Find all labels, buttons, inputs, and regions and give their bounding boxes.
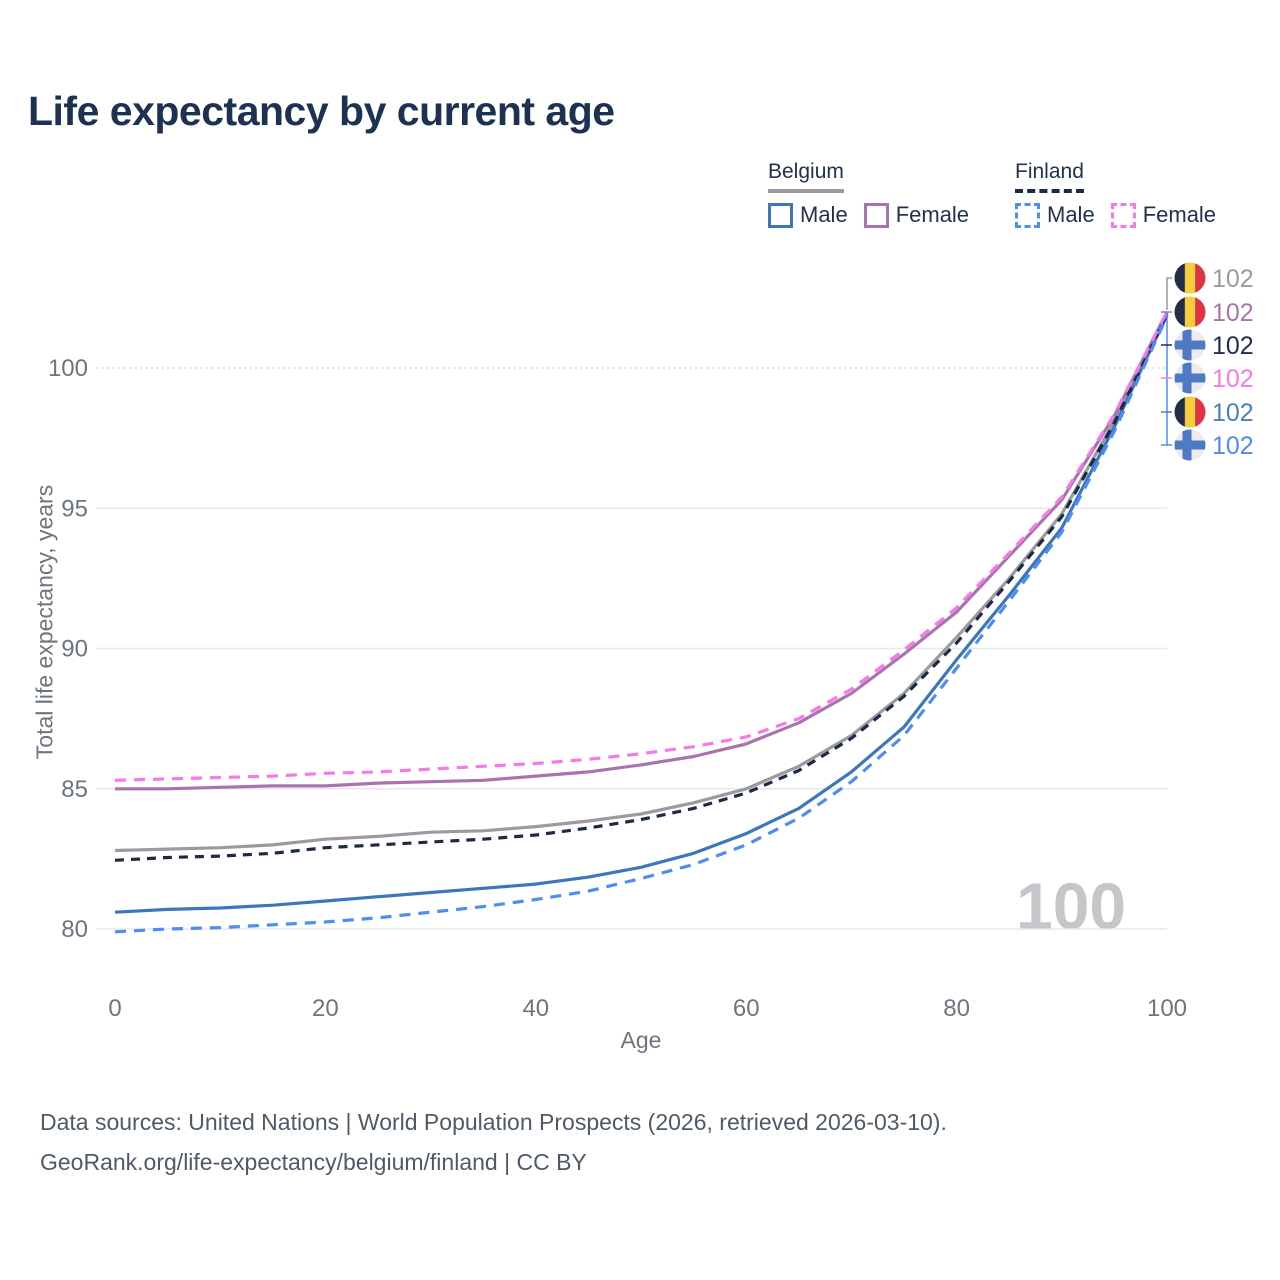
finland-male-swatch-icon xyxy=(1015,202,1040,228)
leader-line-gray xyxy=(1166,277,1172,310)
series-line-finland-male[interactable] xyxy=(114,315,1169,934)
y-tick-85: 85 xyxy=(61,776,88,803)
x-tick-60: 60 xyxy=(733,995,760,1022)
y-axis-title: Total life expectancy, years xyxy=(31,484,58,760)
belgium-flag-icon xyxy=(1174,262,1206,294)
end-label-belgium-total[interactable]: 102 xyxy=(1212,265,1254,293)
end-label-belgium-male[interactable]: 102 xyxy=(1212,399,1254,427)
end-label-finland-total[interactable]: 102 xyxy=(1212,332,1254,360)
y-tick-90: 90 xyxy=(61,636,88,663)
x-tick-100: 100 xyxy=(1147,995,1187,1022)
current-age-watermark: 100 xyxy=(1016,869,1127,943)
x-tick-80: 80 xyxy=(943,995,970,1022)
y-tick-80: 80 xyxy=(61,916,88,943)
finland-flag-icon xyxy=(1174,429,1206,461)
belgium-flag-icon xyxy=(1174,296,1206,328)
finland-female-swatch-icon xyxy=(1110,202,1136,228)
x-tick-40: 40 xyxy=(522,995,549,1022)
y-tick-100: 100 xyxy=(48,355,88,382)
legend-item-belgium-female[interactable]: Female xyxy=(863,202,970,228)
finland-flag-icon xyxy=(1174,329,1206,361)
legend-item-belgium-male[interactable]: Male xyxy=(768,202,848,228)
end-label-finland-female[interactable]: 102 xyxy=(1212,365,1254,393)
footer-sources-line: Data sources: United Nations | World Pop… xyxy=(40,1109,947,1135)
belgium-male-swatch-icon xyxy=(768,202,793,228)
belgium-flag-icon xyxy=(1174,396,1206,428)
footer-url-line: GeoRank.org/life-expectancy/belgium/finl… xyxy=(40,1149,587,1175)
series-line-finland-female[interactable] xyxy=(114,311,1169,782)
series-line-belgium-female[interactable] xyxy=(115,311,1169,791)
legend-item-finland-female[interactable]: Female xyxy=(1110,202,1217,228)
x-tick-20: 20 xyxy=(312,995,339,1022)
end-label-belgium-female[interactable]: 102 xyxy=(1212,299,1254,327)
legend-group-belgium: Belgium Male Female xyxy=(768,160,969,228)
x-tick-0: 0 xyxy=(108,995,121,1022)
data-source-footer: Data sources: United Nations | World Pop… xyxy=(40,1102,947,1182)
legend-header-belgium[interactable]: Belgium xyxy=(768,160,844,193)
y-tick-95: 95 xyxy=(61,495,88,522)
end-label-finland-male[interactable]: 102 xyxy=(1212,432,1254,460)
legend-label-belgium-male: Male xyxy=(800,202,848,227)
legend-group-finland: Finland Male Female xyxy=(1015,160,1216,228)
series-line-finland-total[interactable] xyxy=(114,313,1169,862)
legend-header-finland[interactable]: Finland xyxy=(1015,160,1084,193)
finland-flag-icon xyxy=(1174,362,1206,394)
page-title: Life expectancy by current age xyxy=(28,88,615,134)
series-line-belgium-total[interactable] xyxy=(114,312,1169,853)
series-line-belgium-male[interactable] xyxy=(114,314,1169,914)
x-axis-title: Age xyxy=(621,1027,662,1053)
legend-label-belgium-female: Female xyxy=(895,202,970,227)
legend-label-finland-female: Female xyxy=(1142,202,1217,227)
legend-label-finland-male: Male xyxy=(1047,202,1095,227)
belgium-female-swatch-icon xyxy=(863,202,889,228)
legend-item-finland-male[interactable]: Male xyxy=(1015,202,1095,228)
